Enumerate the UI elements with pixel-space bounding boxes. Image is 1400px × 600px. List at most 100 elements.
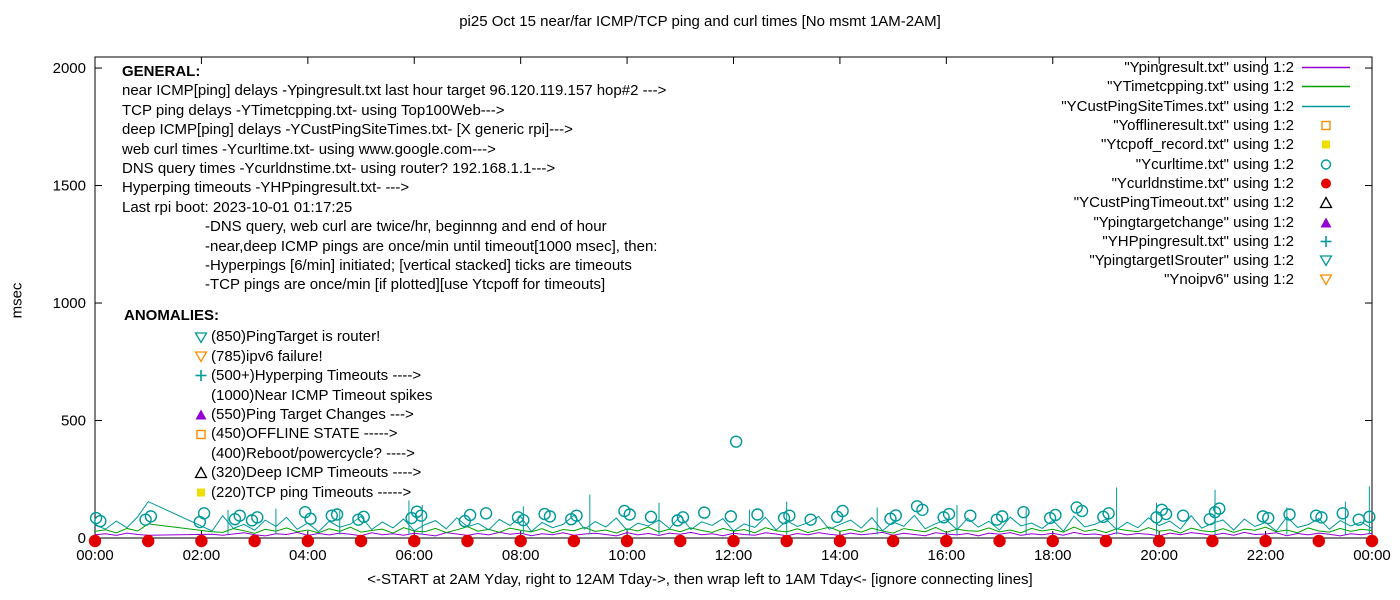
curl-point <box>543 510 557 523</box>
legend-label: "YpingtargetISrouter" using 1:2 <box>1089 252 1294 270</box>
anomaly-item: (1000)Near ICMP Timeout spikes <box>194 386 432 405</box>
curl-point <box>1363 510 1376 524</box>
anomaly-item: (850)PingTarget is router! <box>194 327 432 346</box>
general-line: near ICMP[ping] delays -Ypingresult.txt … <box>122 82 667 100</box>
curl-point <box>357 510 370 524</box>
general-line: deep ICMP[ping] delays -YCustPingSiteTim… <box>122 121 573 139</box>
legend-marker <box>1294 196 1358 209</box>
curl-point <box>410 505 424 518</box>
dns-point <box>514 534 527 548</box>
general-indented-line: -DNS query, web curl are twice/hr, begin… <box>205 218 607 236</box>
anomalies-items: (850)PingTarget is router! (785)ipv6 fail… <box>194 327 432 502</box>
plus-marker <box>195 370 207 382</box>
x-tick-label: 08:00 <box>502 547 540 564</box>
legend-row: "Yofflineresult.txt" using 1:2 <box>1061 116 1358 135</box>
curl-point <box>698 506 711 519</box>
general-lines: near ICMP[ping] delays -Ypingresult.txt … <box>122 81 666 217</box>
legend-label: "YCustPingTimeout.txt" using 1:2 <box>1073 194 1294 212</box>
curl-time-points <box>89 435 1376 529</box>
dns-point <box>940 534 953 548</box>
curl-point <box>676 511 690 524</box>
dns-point <box>88 534 102 548</box>
anomaly-item: (785)ipv6 failure! <box>194 347 432 366</box>
triangle-down-open-marker <box>194 351 208 363</box>
chart-title: pi25 Oct 15 near/far ICMP/TCP ping and c… <box>459 13 941 30</box>
anomaly-item: (220)TCP ping Timeouts -----> <box>194 483 432 502</box>
legend-row: "YHPpingresult.txt" using 1:2 <box>1061 232 1358 251</box>
x-tick-label: 00:00 <box>76 547 114 564</box>
legend-marker <box>1294 273 1358 287</box>
legend-label: "Ypingtargetchange" using 1:2 <box>1093 213 1294 231</box>
triangle-up-open-marker <box>1318 196 1333 209</box>
y-tick-label: 1500 <box>53 178 86 195</box>
legend-label: "Ypingresult.txt" using 1:2 <box>1124 59 1294 77</box>
legend-label: "Ytcpoff_record.txt" using 1:2 <box>1101 136 1294 154</box>
curl-point <box>1309 509 1323 522</box>
general-line: web curl times -Ycurltime.txt- using www… <box>122 140 496 158</box>
anomaly-item: (500+)Hyperping Timeouts ----> <box>194 366 432 385</box>
dns-point <box>886 534 900 548</box>
square-open-marker <box>1320 120 1331 131</box>
anomaly-text: (785)ipv6 failure! <box>211 347 323 365</box>
anomalies-annotation: ANOMALIES: (850)PingTarget is router! (78… <box>124 306 432 502</box>
legend-row: "YCustPingSiteTimes.txt" using 1:2 <box>1061 97 1358 116</box>
dns-point <box>1312 534 1325 548</box>
line-marker <box>1302 66 1350 69</box>
legend-marker <box>1294 216 1358 229</box>
anomaly-text: (850)PingTarget is router! <box>211 328 381 346</box>
square-open-marker <box>196 429 206 439</box>
dns-point <box>461 534 474 548</box>
legend-label: "YCustPingSiteTimes.txt" using 1:2 <box>1061 97 1294 115</box>
curl-point <box>724 510 738 523</box>
curl-point <box>479 507 493 520</box>
legend-row: "Ytcpoff_record.txt" using 1:2 <box>1061 135 1358 154</box>
triangle-down-open-marker <box>1318 255 1333 267</box>
anomaly-item: (550)Ping Target Changes ---> <box>194 405 432 424</box>
curl-point <box>729 435 743 448</box>
legend: "Ypingresult.txt" using 1:2 "YTimetcpping… <box>1061 58 1358 290</box>
legend-label: "Yofflineresult.txt" using 1:2 <box>1113 117 1294 135</box>
x-tick-label: 00:00 <box>1353 547 1391 564</box>
curl-point <box>1203 513 1216 526</box>
curl-point <box>1102 507 1115 520</box>
anomalies-heading: ANOMALIES: <box>124 307 219 324</box>
curl-point <box>414 509 428 522</box>
general-indented-line: -near,deep ICMP pings are once/min until… <box>205 237 658 255</box>
x-tick-label: 14:00 <box>821 547 859 564</box>
curl-point <box>751 508 764 521</box>
square-filled-marker <box>1321 140 1330 149</box>
dns-point <box>780 534 793 548</box>
series-YCustPingSiteTimes.txt <box>94 500 1373 533</box>
curl-point <box>304 512 317 525</box>
curl-point <box>233 509 246 522</box>
curl-point <box>1208 505 1222 519</box>
curl-point <box>1315 511 1328 524</box>
anomaly-marker <box>194 331 211 344</box>
x-tick-label: 12:00 <box>715 547 753 564</box>
axes: 00:00 02:00 04:00 06:00 08:00 10:00 12:00 14:00… <box>53 56 1391 564</box>
curl-point <box>1155 503 1169 517</box>
dns-point <box>1206 534 1219 548</box>
x-tick-label: 20:00 <box>1140 547 1178 564</box>
triangle-up-filled-marker <box>195 409 207 420</box>
x-tick-label: 06:00 <box>395 547 433 564</box>
x-axis-caption: <-START at 2AM Yday, right to 12AM Tday-… <box>367 571 1033 588</box>
timeout-spikes <box>227 486 1370 535</box>
dns-point <box>142 534 155 548</box>
curl-point <box>197 507 211 520</box>
anomaly-marker <box>194 466 211 479</box>
curl-point <box>1213 502 1226 515</box>
legend-marker <box>1294 254 1358 267</box>
anomaly-text: (550)Ping Target Changes ---> <box>211 405 414 423</box>
curl-point <box>1075 504 1089 518</box>
triangle-up-filled-marker <box>1320 217 1331 228</box>
dns-point <box>1259 534 1272 548</box>
curl-point <box>463 508 477 522</box>
legend-label: "Ycurltime.txt" using 1:2 <box>1135 155 1294 173</box>
anomaly-text: (1000)Near ICMP Timeout spikes <box>211 386 433 404</box>
anomaly-marker <box>194 369 211 382</box>
anomaly-marker <box>194 486 211 499</box>
legend-marker <box>1294 235 1358 248</box>
dns-point <box>354 534 368 548</box>
